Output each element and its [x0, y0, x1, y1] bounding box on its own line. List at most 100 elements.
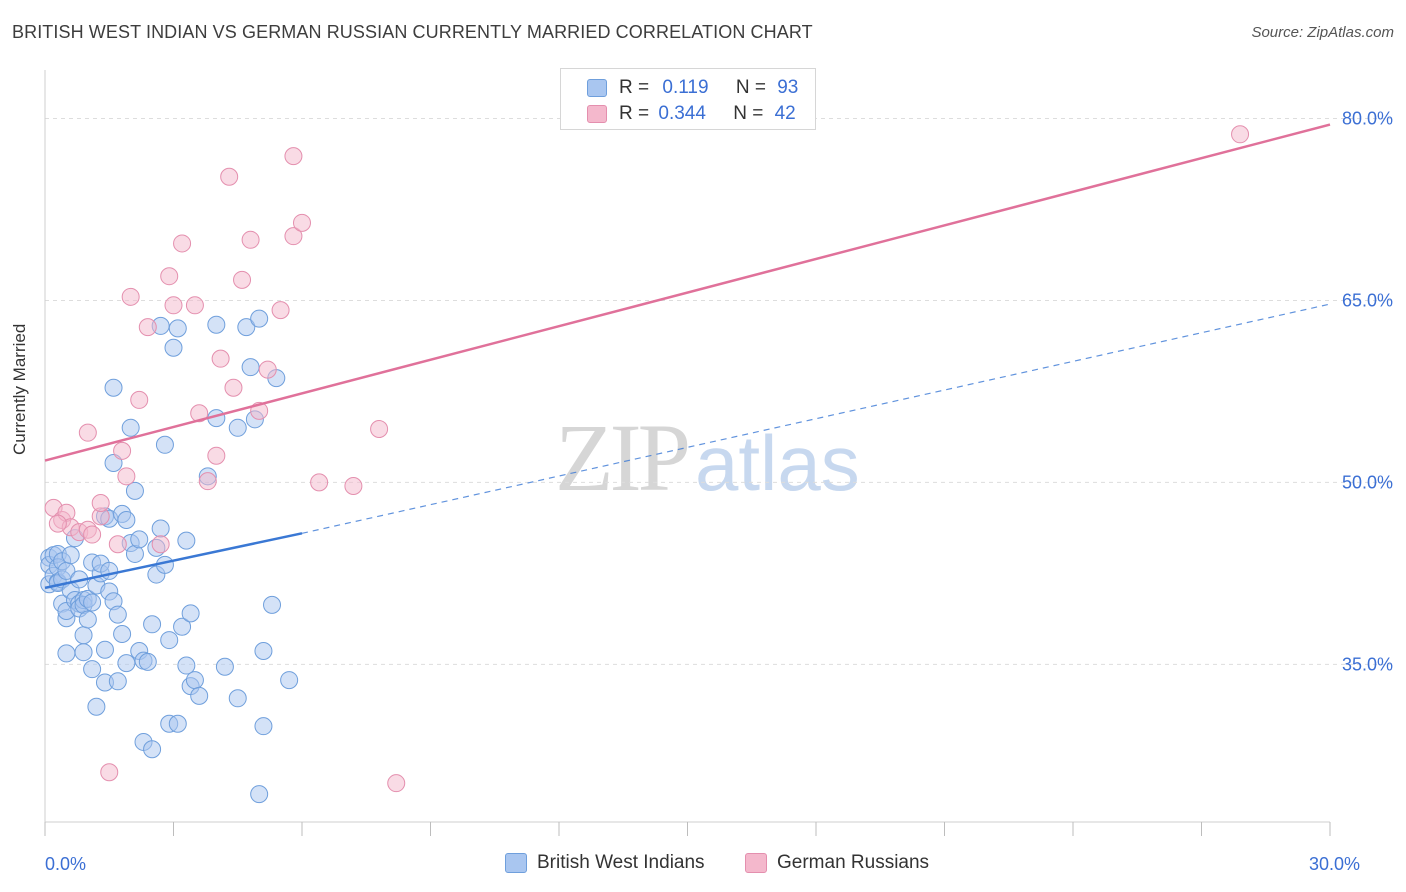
british-west-indian-point	[228, 689, 247, 708]
r-label: R =	[619, 103, 650, 124]
german-russian-point	[78, 423, 97, 442]
german-russian-point	[224, 378, 243, 397]
german-russian-point	[160, 267, 179, 286]
british-west-indian-point	[130, 530, 149, 549]
british-west-indian-point	[117, 654, 136, 673]
british-west-indian-point	[155, 435, 174, 454]
british-west-indian-point	[83, 593, 102, 612]
german-russian-point	[117, 467, 136, 486]
stats-legend: R = 0.119 N = 93 R = 0.344 N = 42	[560, 68, 816, 130]
british-west-indian-point	[117, 510, 136, 529]
british-west-indian-point	[254, 717, 273, 736]
german-russian-point	[83, 525, 102, 544]
german-russian-point	[284, 147, 303, 166]
british-west-indian-point	[100, 561, 119, 580]
y-axis-title: Currently Married	[10, 323, 29, 455]
british-west-indian-point	[181, 604, 200, 623]
german-russian-point	[185, 296, 204, 315]
german-russian-point	[293, 213, 311, 232]
german-russian-point	[190, 404, 209, 423]
n-label: N =	[735, 77, 766, 98]
german-russian-point	[310, 473, 329, 492]
watermark-atlas: atlas	[695, 419, 860, 507]
german-russian-point	[258, 360, 277, 379]
british-west-indian-point	[215, 657, 234, 676]
british-west-indian-point	[177, 531, 196, 550]
british-west-indian-point	[143, 615, 162, 634]
british-west-indian-trendline	[44, 532, 303, 590]
german-russian-point	[271, 301, 290, 320]
german-russian-point	[100, 763, 119, 782]
british-west-indian-point	[190, 686, 209, 705]
british-west-indian-point	[151, 519, 170, 538]
british-west-indian-point	[263, 595, 282, 614]
german-russian-point	[91, 494, 110, 513]
german-russian-point	[198, 472, 217, 491]
british-west-indian-point	[95, 640, 114, 659]
y-tick-label: 35.0%	[1342, 654, 1393, 674]
british-west-indian-point	[250, 785, 269, 804]
british-west-indian-point	[160, 631, 179, 650]
chart-title: BRITISH WEST INDIAN VS GERMAN RUSSIAN CU…	[12, 22, 813, 42]
german-russian-point	[164, 296, 183, 315]
n-value: 42	[774, 103, 796, 124]
watermark-zip: ZIP	[555, 404, 691, 511]
british-west-indian-point	[78, 610, 97, 629]
german-russian-point	[113, 441, 132, 460]
legend-swatch-blue	[505, 853, 527, 873]
german-russian-point	[108, 535, 127, 554]
british-west-indian-point	[280, 671, 299, 690]
german-russian-point	[387, 774, 406, 793]
british-west-indian-point	[87, 697, 106, 716]
y-tick-label: 65.0%	[1342, 290, 1393, 310]
german-russian-trendline	[44, 123, 1331, 462]
german-russian-point	[138, 318, 157, 337]
x-tick-label: 30.0%	[1309, 854, 1360, 874]
german-russian-point	[344, 477, 363, 496]
british-west-indian-trendline-extension	[301, 303, 1331, 534]
british-west-indian-point	[125, 481, 144, 500]
british-west-indian-point	[177, 656, 196, 675]
y-tick-label: 50.0%	[1342, 472, 1393, 492]
n-label: N =	[733, 103, 764, 124]
british-west-indian-point	[108, 605, 127, 624]
british-west-indian-point	[168, 319, 187, 338]
x-tick-label: 0.0%	[45, 854, 86, 874]
german-russian-point	[233, 270, 252, 289]
german-russian-point	[173, 234, 192, 253]
legend-label: British West Indians	[537, 852, 705, 873]
y-tick-label: 80.0%	[1342, 109, 1393, 129]
legend-swatch-pink	[745, 853, 767, 873]
r-value: 0.119	[662, 77, 709, 98]
british-west-indian-point	[74, 643, 93, 662]
british-west-indian-point	[121, 418, 140, 437]
british-west-indian-point	[168, 714, 187, 733]
british-west-indian-point	[74, 626, 93, 645]
legend-swatch-blue	[587, 79, 607, 97]
british-west-indian-point	[228, 418, 247, 437]
r-label: R =	[619, 77, 650, 98]
german-russian-point	[151, 535, 170, 554]
british-west-indian-point	[104, 378, 123, 397]
british-west-indian-point	[61, 546, 80, 565]
n-value: 93	[777, 77, 799, 98]
british-west-indian-point	[254, 641, 273, 660]
german-russian-point	[211, 349, 230, 368]
british-west-indian-point	[108, 672, 127, 691]
german-russian-point	[121, 287, 140, 306]
r-value: 0.344	[658, 103, 706, 124]
british-west-indian-point	[83, 660, 102, 679]
british-west-indian-point	[164, 338, 183, 357]
german-russian-point	[220, 167, 239, 186]
german-russian-point	[1231, 125, 1250, 144]
legend-swatch-pink	[587, 105, 607, 123]
british-west-indian-point	[57, 644, 76, 663]
british-west-indian-point	[173, 617, 192, 636]
british-west-indian-point	[207, 315, 226, 334]
source-credit: Source: ZipAtlas.com	[1251, 24, 1394, 41]
watermark: ZIP atlas	[555, 402, 860, 513]
british-west-indian-point	[185, 671, 204, 690]
legend-label: German Russians	[777, 852, 930, 873]
german-russian-point	[130, 390, 149, 409]
